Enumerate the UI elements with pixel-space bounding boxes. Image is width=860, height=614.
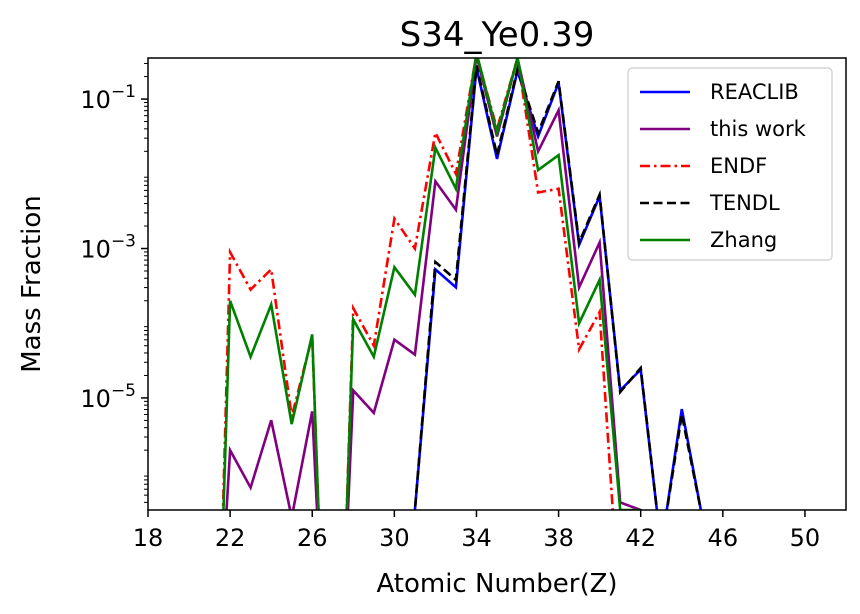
- legend: REACLIB this work ENDF TENDL Zhang: [627, 67, 833, 261]
- x-tick-label: 42: [625, 524, 656, 552]
- legend-label: REACLIB: [710, 80, 799, 104]
- legend-label: ENDF: [710, 154, 767, 178]
- x-tick-label: 18: [133, 524, 164, 552]
- x-tick-label: 38: [543, 524, 574, 552]
- y-axis: 10−5 10−3 10−1: [80, 62, 148, 503]
- x-tick-label: 22: [215, 524, 246, 552]
- series-line-tendl: [413, 64, 703, 510]
- y-axis-label: Mass Fraction: [17, 195, 47, 373]
- plot-frame: [147, 57, 847, 511]
- series-line-this-work: [225, 58, 643, 510]
- legend-label: Zhang: [710, 228, 777, 252]
- series-line-endf: [221, 58, 615, 510]
- series-line-zhang: [222, 58, 641, 510]
- y-tick-label: 10−3: [80, 232, 136, 264]
- y-tick-label: 10−1: [80, 82, 136, 114]
- legend-label: TENDL: [709, 191, 780, 215]
- x-tick-label: 30: [379, 524, 410, 552]
- legend-label: this work: [710, 117, 807, 141]
- legend-box: [627, 67, 833, 261]
- x-tick-label: 26: [297, 524, 328, 552]
- y-tick-label: 10−5: [80, 381, 136, 413]
- x-tick-label: 50: [790, 524, 821, 552]
- x-axis: 18 22 26 30 34 38 42 46 50: [133, 510, 820, 552]
- x-axis-label: Atomic Number(Z): [376, 569, 617, 599]
- x-tick-label: 46: [708, 524, 739, 552]
- series-layer: [221, 58, 703, 510]
- x-tick-label: 34: [461, 524, 492, 552]
- chart-title: S34_Ye0.39: [400, 15, 595, 55]
